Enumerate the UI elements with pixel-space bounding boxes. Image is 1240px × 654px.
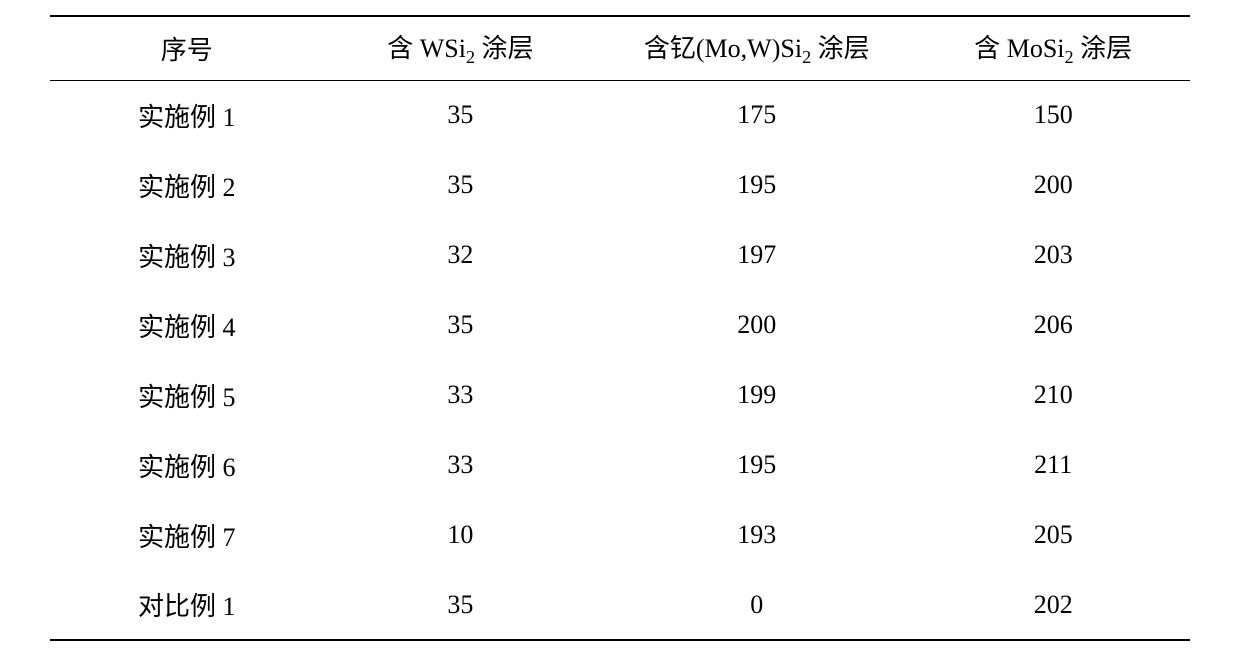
cell-value: 205 (916, 500, 1190, 570)
column-header-wsi2: 含 WSi2 涂层 (324, 16, 598, 80)
row-label: 实施例 4 (50, 290, 324, 360)
cell-value: 203 (916, 220, 1190, 290)
column-header-serial: 序号 (50, 16, 324, 80)
table-row: 实施例 4 35 200 206 (50, 290, 1190, 360)
cell-value: 175 (597, 80, 916, 150)
cell-value: 193 (597, 500, 916, 570)
cell-value: 211 (916, 430, 1190, 500)
cell-value: 150 (916, 80, 1190, 150)
cell-value: 10 (324, 500, 598, 570)
row-label: 实施例 1 (50, 80, 324, 150)
cell-value: 32 (324, 220, 598, 290)
row-label: 实施例 2 (50, 150, 324, 220)
table-row: 实施例 2 35 195 200 (50, 150, 1190, 220)
cell-value: 210 (916, 360, 1190, 430)
cell-value: 200 (597, 290, 916, 360)
header-row: 序号 含 WSi2 涂层 含钇(Mo,W)Si2 涂层 含 MoSi2 涂层 (50, 16, 1190, 80)
row-label: 实施例 5 (50, 360, 324, 430)
table-row: 对比例 1 35 0 202 (50, 570, 1190, 640)
row-label: 实施例 7 (50, 500, 324, 570)
row-label: 实施例 6 (50, 430, 324, 500)
row-label: 实施例 3 (50, 220, 324, 290)
table-row: 实施例 6 33 195 211 (50, 430, 1190, 500)
table-row: 实施例 5 33 199 210 (50, 360, 1190, 430)
cell-value: 35 (324, 150, 598, 220)
cell-value: 202 (916, 570, 1190, 640)
cell-value: 35 (324, 290, 598, 360)
cell-value: 200 (916, 150, 1190, 220)
cell-value: 195 (597, 150, 916, 220)
table-row: 实施例 7 10 193 205 (50, 500, 1190, 570)
data-table-container: 序号 含 WSi2 涂层 含钇(Mo,W)Si2 涂层 含 MoSi2 涂层 实… (50, 15, 1190, 641)
cell-value: 33 (324, 360, 598, 430)
table-body: 实施例 1 35 175 150 实施例 2 35 195 200 实施例 3 … (50, 80, 1190, 640)
table-row: 实施例 3 32 197 203 (50, 220, 1190, 290)
table-row: 实施例 1 35 175 150 (50, 80, 1190, 150)
cell-value: 197 (597, 220, 916, 290)
cell-value: 195 (597, 430, 916, 500)
column-header-mosi2: 含 MoSi2 涂层 (916, 16, 1190, 80)
data-table: 序号 含 WSi2 涂层 含钇(Mo,W)Si2 涂层 含 MoSi2 涂层 实… (50, 15, 1190, 641)
column-header-y-mow-si2: 含钇(Mo,W)Si2 涂层 (597, 16, 916, 80)
table-header: 序号 含 WSi2 涂层 含钇(Mo,W)Si2 涂层 含 MoSi2 涂层 (50, 16, 1190, 80)
row-label: 对比例 1 (50, 570, 324, 640)
cell-value: 206 (916, 290, 1190, 360)
cell-value: 0 (597, 570, 916, 640)
cell-value: 199 (597, 360, 916, 430)
cell-value: 33 (324, 430, 598, 500)
cell-value: 35 (324, 80, 598, 150)
cell-value: 35 (324, 570, 598, 640)
